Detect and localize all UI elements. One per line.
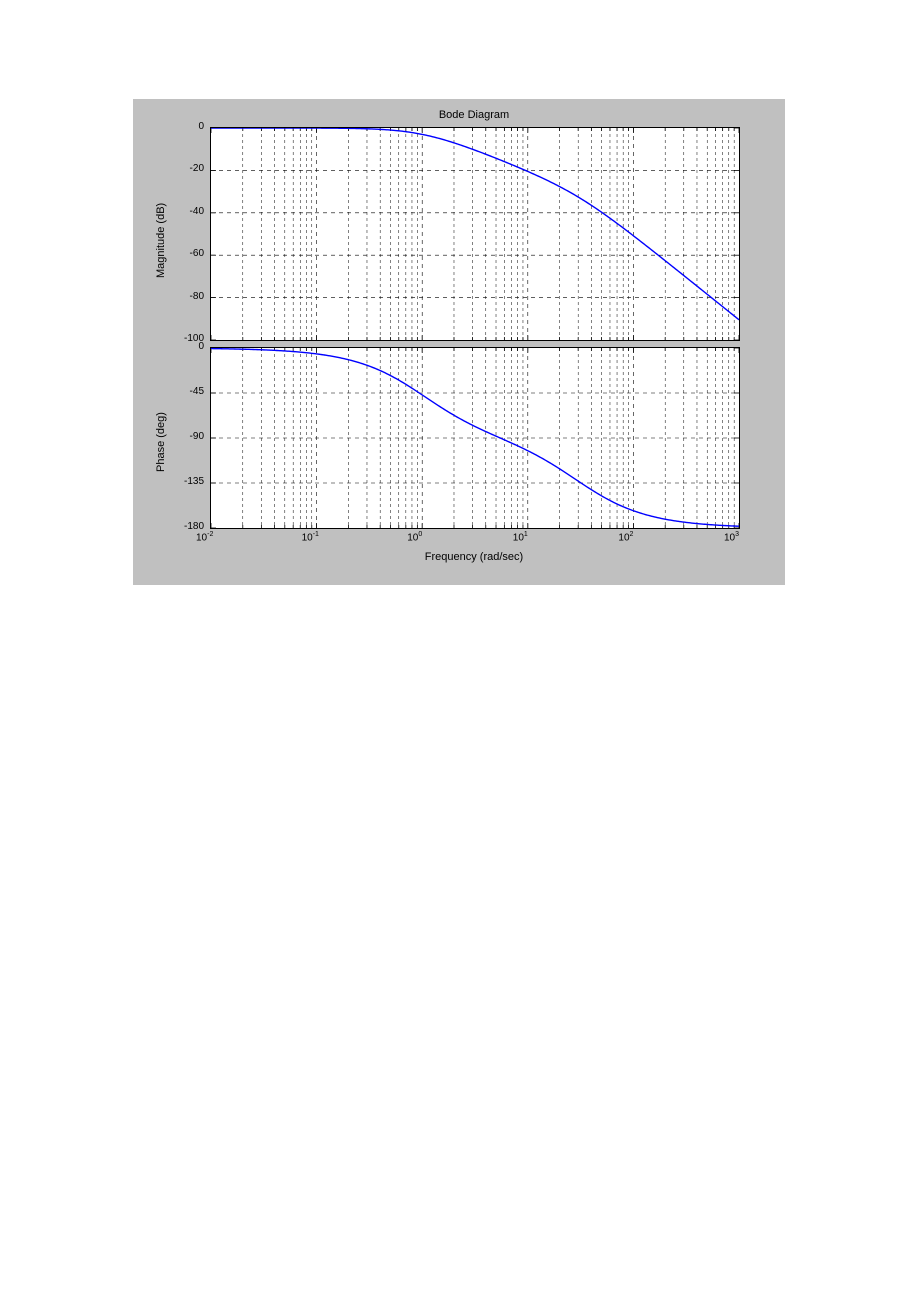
phase-svg: [211, 348, 739, 528]
phase-plot: [210, 347, 740, 529]
magnitude-svg: [211, 128, 739, 340]
phase-ylabel: Phase (deg): [155, 412, 167, 472]
magnitude-ylabel: Magnitude (dB): [155, 203, 167, 278]
frequency-xlabel: Frequency (rad/sec): [210, 551, 738, 563]
chart-title: Bode Diagram: [210, 109, 738, 121]
magnitude-plot: [210, 127, 740, 341]
bode-figure: Bode Diagram Magnitude (dB) Phase (deg) …: [133, 99, 785, 585]
